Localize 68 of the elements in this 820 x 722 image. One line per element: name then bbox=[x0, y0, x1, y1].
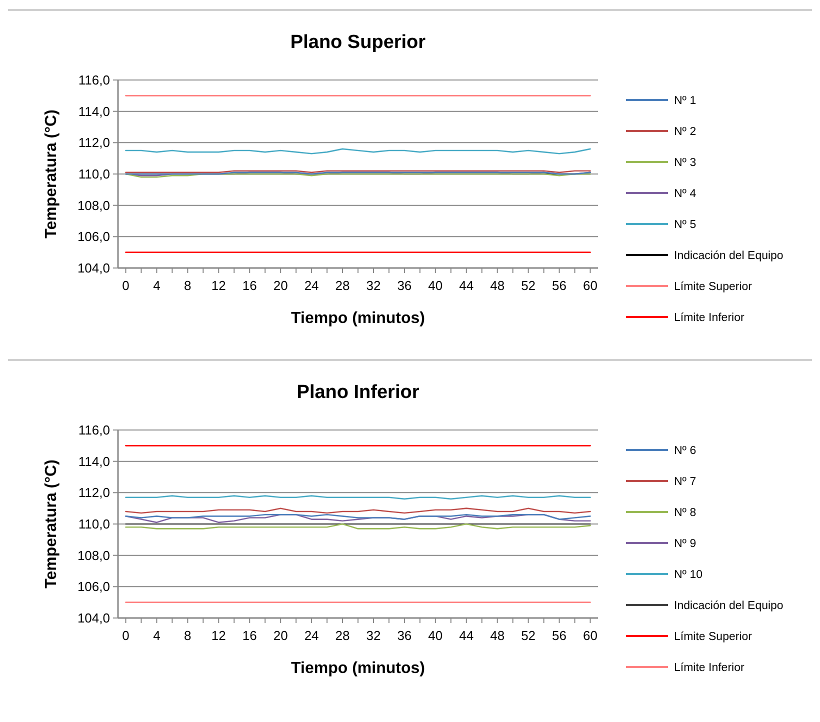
x-tick-label: 8 bbox=[184, 628, 192, 643]
x-tick-label: 60 bbox=[583, 278, 598, 293]
legend-label: Nº 3 bbox=[674, 157, 696, 170]
x-tick-label: 4 bbox=[153, 628, 160, 643]
y-tick-label: 116,0 bbox=[78, 72, 110, 88]
legend-label: Nº 10 bbox=[674, 569, 702, 582]
x-tick-label: 24 bbox=[304, 278, 319, 293]
x-tick-label: 48 bbox=[490, 278, 505, 293]
x-tick-label: 24 bbox=[304, 628, 319, 643]
y-tick-label: 114,0 bbox=[78, 104, 110, 119]
legend-label: Indicación del Equipo bbox=[674, 600, 784, 612]
y-tick-label: 108,0 bbox=[77, 198, 110, 213]
y-tick-label: 110,0 bbox=[78, 516, 110, 532]
y-tick-label: 110,0 bbox=[78, 166, 110, 182]
x-tick-label: 0 bbox=[122, 278, 130, 293]
y-tick-label: 104,0 bbox=[77, 610, 110, 626]
x-axis-title: Tiempo (minutos) bbox=[291, 660, 425, 677]
legend-label: Límite Superior bbox=[674, 631, 752, 644]
legend-label: Límite Superior bbox=[674, 281, 752, 294]
x-tick-label: 4 bbox=[153, 278, 160, 293]
x-tick-label: 56 bbox=[552, 278, 567, 293]
x-tick-label: 20 bbox=[273, 278, 288, 293]
legend-label: Nº 9 bbox=[674, 538, 696, 550]
chart-title: Plano Inferior bbox=[296, 382, 420, 403]
y-tick-label: 112,0 bbox=[78, 485, 110, 500]
x-tick-label: 20 bbox=[273, 628, 288, 643]
legend-label: Nº 8 bbox=[674, 507, 696, 520]
y-tick-label: 116,0 bbox=[78, 422, 110, 438]
chart-title: Plano Superior bbox=[290, 32, 426, 53]
y-tick-label: 114,0 bbox=[78, 454, 110, 469]
x-tick-label: 8 bbox=[184, 278, 192, 293]
x-tick-label: 56 bbox=[552, 628, 567, 643]
x-axis-title: Tiempo (minutos) bbox=[291, 310, 425, 327]
x-tick-label: 36 bbox=[397, 278, 412, 293]
legend-label: Nº 1 bbox=[674, 95, 696, 108]
x-tick-label: 16 bbox=[242, 628, 257, 643]
x-tick-label: 52 bbox=[521, 628, 536, 643]
x-tick-label: 40 bbox=[428, 278, 443, 293]
x-tick-label: 28 bbox=[335, 628, 350, 643]
legend-label: Límite Inferior bbox=[674, 662, 744, 674]
x-tick-label: 28 bbox=[335, 278, 350, 293]
y-axis-title: Temperatura (°C) bbox=[43, 110, 60, 238]
y-tick-label: 112,0 bbox=[78, 135, 110, 150]
x-tick-label: 44 bbox=[459, 628, 474, 643]
legend-label: Nº 4 bbox=[674, 188, 697, 200]
x-tick-label: 12 bbox=[211, 628, 226, 643]
x-tick-label: 32 bbox=[366, 628, 381, 643]
x-tick-label: 52 bbox=[521, 278, 536, 293]
x-tick-label: 36 bbox=[397, 628, 412, 643]
x-tick-label: 40 bbox=[428, 628, 443, 643]
legend-label: Nº 5 bbox=[674, 219, 696, 232]
legend-label: Límite Inferior bbox=[674, 312, 744, 324]
legend-label: Nº 6 bbox=[674, 445, 696, 458]
y-tick-label: 106,0 bbox=[77, 229, 110, 244]
x-tick-label: 12 bbox=[211, 278, 226, 293]
legend-label: Nº 7 bbox=[674, 476, 696, 488]
y-axis-title: Temperatura (°C) bbox=[43, 460, 60, 588]
x-tick-label: 60 bbox=[583, 628, 598, 643]
x-tick-label: 0 bbox=[122, 628, 130, 643]
legend-label: Indicación del Equipo bbox=[674, 250, 784, 262]
y-tick-label: 104,0 bbox=[77, 260, 110, 276]
x-tick-label: 48 bbox=[490, 628, 505, 643]
x-tick-label: 44 bbox=[459, 278, 474, 293]
y-tick-label: 108,0 bbox=[77, 548, 110, 563]
y-tick-label: 106,0 bbox=[77, 579, 110, 594]
x-tick-label: 32 bbox=[366, 278, 381, 293]
x-tick-label: 16 bbox=[242, 278, 257, 293]
legend-label: Nº 2 bbox=[674, 126, 696, 138]
